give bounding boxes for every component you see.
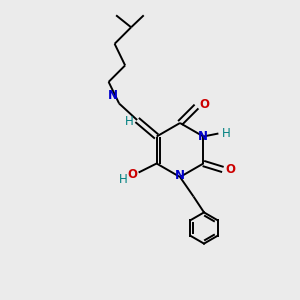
Text: H: H	[221, 127, 230, 140]
Text: N: N	[108, 89, 118, 102]
Text: H: H	[125, 115, 134, 128]
Text: O: O	[127, 167, 137, 181]
Text: O: O	[199, 98, 209, 112]
Text: H: H	[119, 172, 128, 186]
Text: N: N	[175, 169, 185, 182]
Text: O: O	[225, 163, 235, 176]
Text: N: N	[198, 130, 208, 143]
